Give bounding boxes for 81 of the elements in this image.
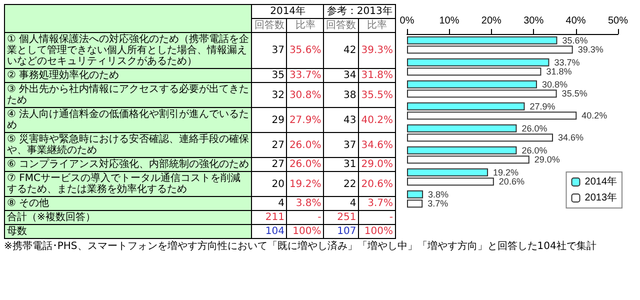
category-label: ② 事務処理効率化のため — [7, 70, 120, 81]
data-label: 39.3% — [578, 44, 604, 55]
text: 27 — [272, 159, 284, 170]
x-tick-label: 20% — [481, 16, 502, 26]
legend-label: 2014年 — [584, 176, 618, 188]
text: 35 — [272, 70, 284, 81]
text: 100% — [364, 226, 393, 237]
data-label: 3.7% — [428, 198, 448, 209]
data-label: 30.8% — [542, 79, 568, 90]
text: 35.5% — [361, 90, 393, 100]
text: 20.6% — [361, 178, 393, 190]
text: 32 — [272, 90, 284, 100]
data-label: 34.6% — [558, 132, 584, 143]
category-label: 母数 — [7, 226, 27, 237]
text: 37 — [272, 45, 284, 56]
text: - — [389, 212, 393, 223]
category-label: ④ 法人向け通信料金の低価格化や割引が進んでいるため — [7, 109, 250, 131]
text: 30.8% — [289, 90, 322, 100]
category-label: ⑤ 災害時や緊急時における安否確認、連絡手段の確保や、事業継続のため — [7, 134, 250, 156]
text: 20 — [272, 178, 284, 190]
text: 107 — [337, 226, 356, 237]
text: ※携帯電話･PHS、スマートフォンを増やす方向性において「既に増やし済み」「増やし中」「増やす方向」と回答した104社で集計 — [4, 241, 598, 252]
text: 29 — [272, 114, 284, 126]
text: 26.0% — [289, 159, 322, 170]
data-label: 31.8% — [546, 66, 572, 77]
text: 43 — [343, 114, 356, 126]
x-tick-label: 0% — [400, 16, 414, 26]
text: 34 — [343, 70, 356, 81]
text: 39.3% — [361, 45, 393, 56]
x-tick-label: 30% — [524, 16, 544, 26]
category-label: ⑦ FMCサービスの導入でトータル通信コストを削減するため、または業務を効率化するため — [7, 173, 241, 195]
text: 4 — [350, 198, 356, 209]
category-label: 比率 — [358, 18, 396, 32]
category-label: ⑥ コンプライアンス対応強化、内部統制の強化のため — [7, 159, 250, 170]
x-tick-label: 40% — [566, 16, 586, 26]
text: 29.0% — [361, 159, 393, 170]
x-tick-label: 50% — [608, 16, 628, 26]
text: 4 — [278, 198, 284, 209]
legend-label: 2013年 — [584, 192, 618, 204]
data-label: 20.6% — [498, 176, 524, 187]
text: 3.8% — [296, 198, 322, 209]
text: 31 — [343, 159, 356, 170]
text: 38 — [343, 90, 356, 100]
text: 42 — [343, 45, 356, 56]
category-label: 合計（※複数回答） — [7, 212, 96, 223]
text: - — [318, 212, 322, 223]
text: 27 — [272, 140, 284, 150]
text: 211 — [265, 212, 284, 223]
category-label: 回答数 — [324, 18, 359, 32]
data-label: 26.0% — [522, 123, 548, 134]
text: 2014年 — [252, 4, 324, 18]
text: 40.2% — [361, 114, 393, 126]
text: 26.0% — [289, 140, 322, 150]
data-label: 40.2% — [582, 110, 608, 121]
data-label: 29.0% — [534, 154, 560, 165]
data-label: 19.2% — [493, 167, 519, 178]
text: 34.6% — [361, 140, 393, 150]
category-label: ③ 外出先から社内情報にアクセスする必要が出てきたため — [7, 84, 250, 106]
text: 33.7% — [289, 70, 322, 81]
data-label: 26.0% — [522, 145, 548, 156]
data-label: 33.7% — [554, 57, 580, 68]
text: 104 — [265, 226, 284, 237]
text: 31.8% — [361, 70, 393, 81]
category-label: 比率 — [286, 18, 324, 32]
data-label: 35.5% — [562, 88, 588, 99]
data-label: 3.8% — [428, 189, 449, 200]
text: 参考：2013年 — [324, 4, 396, 18]
text: 19.2% — [289, 178, 322, 190]
text: 27.9% — [289, 114, 322, 126]
data-label: 35.6% — [562, 35, 588, 46]
text: 3.7% — [368, 198, 393, 209]
text: 35.6% — [289, 45, 322, 56]
category-label: ⑧ その他 — [7, 198, 50, 209]
category-label: ① 個人情報保護法への対応強化のため（携帯電話を企業として管理できない個人所有とした場合、情報漏えいなどのセキュリティリスクがあるため） — [7, 34, 250, 67]
text: 251 — [337, 212, 356, 223]
text: 37 — [343, 140, 356, 150]
category-label: 回答数 — [252, 18, 287, 32]
x-tick-label: 10% — [439, 16, 460, 26]
data-label: 27.9% — [530, 101, 556, 112]
text: 22 — [343, 178, 356, 190]
text: 100% — [292, 226, 322, 237]
